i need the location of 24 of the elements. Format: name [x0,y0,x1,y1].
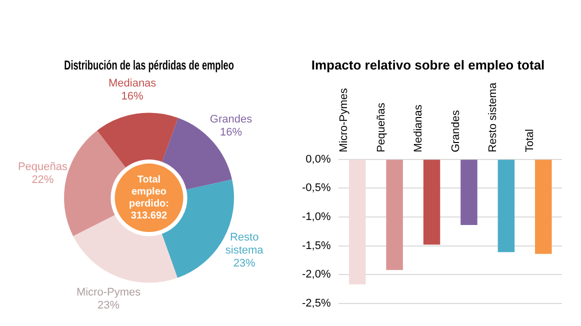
data-label: 22% [32,174,54,186]
text: Total empleo perdido: 313.692 [129,174,169,222]
y-tick-label: 0,0% [306,153,331,166]
slice-label: Pequeñas [18,161,68,174]
x-tick-label: Resto sistema [487,82,500,152]
x-tick-label: Medianas [412,104,425,152]
data-label: 16% [220,126,242,139]
data-label: 23% [233,258,256,270]
x-tick-label: Micro-Pymes [338,88,350,152]
y-tick-label: -2,0% [302,268,331,281]
data-label: 23% [98,300,120,312]
chart-title: Impacto relativo sobre el empleo total [311,57,545,72]
data-label: 16% [121,90,144,103]
x-tick-label: Grandes [450,110,462,152]
slice-label: Resto sistema [225,232,264,257]
y-tick-label: -2,5% [302,297,331,310]
y-tick-label: -1,5% [302,240,331,252]
y-tick-label: -1,0% [302,210,331,223]
x-tick-label: Pequeñas [375,102,388,152]
slice-label: Medianas [108,78,157,90]
y-tick-label: -0,5% [302,182,331,194]
x-tick-label: Total [524,129,536,152]
chart-title: Distribución de las pérdidas de empleo [64,58,234,73]
slice-label: Micro-Pymes [76,286,142,299]
